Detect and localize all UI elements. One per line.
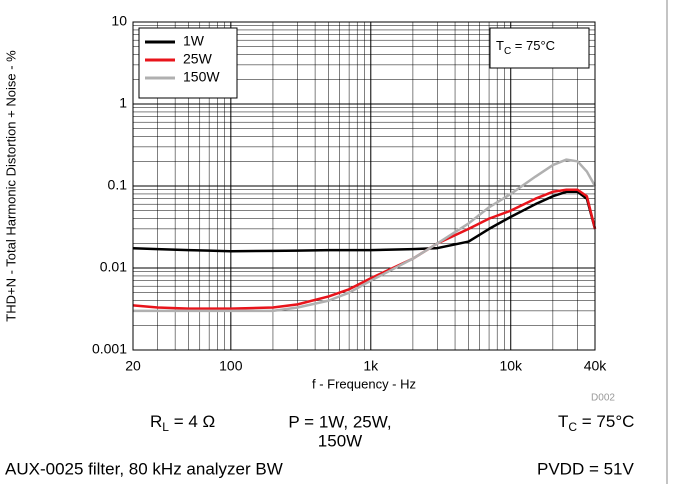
x-tick-label: 10k <box>499 358 523 374</box>
frame: 1W 25W 150W <box>132 21 596 351</box>
series-line <box>132 190 597 253</box>
t: T <box>558 412 568 431</box>
tc-note: TC = 75°C <box>558 412 634 434</box>
power-note: P = 1W, 25W, <box>288 412 391 431</box>
t: T <box>496 38 504 53</box>
x-tick-label: 1k <box>363 358 379 374</box>
rl-note: RL = 4 Ω <box>150 412 215 434</box>
rest: = 75°C <box>511 38 555 53</box>
tc-box <box>489 27 590 69</box>
rest: = 4 Ω <box>169 412 215 431</box>
tc-box-label: TC = 75°C <box>496 38 555 56</box>
y-tick-label: 0.001 <box>92 341 127 357</box>
y-tick-label: 1 <box>119 95 127 111</box>
figure-id: D002 <box>591 393 615 404</box>
sub: L <box>162 420 169 434</box>
x-tick-label: 40k <box>584 358 608 374</box>
legend-label: 1W <box>183 33 205 49</box>
power-note: 150W <box>318 431 362 450</box>
x-axis-label: f - Frequency - Hz <box>312 376 416 391</box>
rest: = 75°C <box>577 412 634 431</box>
x-tick-label: 20 <box>125 358 141 374</box>
y-tick-label: 0.1 <box>108 177 128 193</box>
r: R <box>150 412 162 431</box>
sub: C <box>568 420 577 434</box>
y-tick-label: 0.01 <box>100 259 127 275</box>
filter-note: AUX-0025 filter, 80 kHz analyzer BW <box>5 459 283 478</box>
x-tick-label: 100 <box>219 358 243 374</box>
lines <box>132 158 597 313</box>
y-tick-label: 10 <box>111 13 127 29</box>
series-line <box>133 158 597 313</box>
legend-label: 150W <box>183 69 220 85</box>
sub: C <box>504 46 511 57</box>
legend-label: 25W <box>183 51 213 67</box>
legend-box <box>138 27 238 99</box>
y-axis-label: THD+N - Total Harmonic Distortion + Nois… <box>3 50 18 322</box>
plot-border <box>132 21 596 351</box>
pvdd-note: PVDD = 51V <box>537 459 635 478</box>
